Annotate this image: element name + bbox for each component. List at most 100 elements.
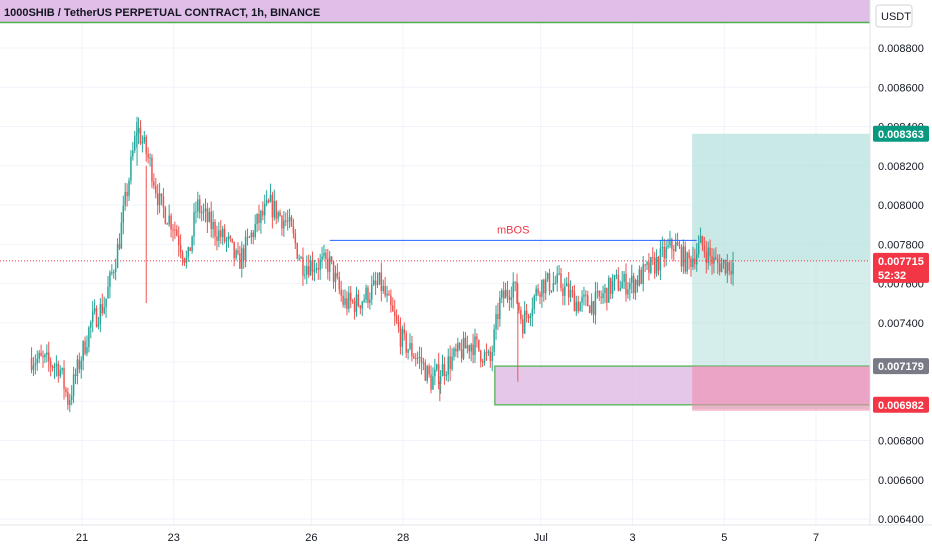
currency-button[interactable]: USDT [875,4,913,28]
candle-body [592,301,595,315]
candle-body [231,238,233,242]
candle-body [101,303,104,314]
candle-body [63,368,65,389]
candle-body [481,361,484,363]
candle-body [246,236,249,238]
candle-body [348,292,350,309]
candle-body [118,244,121,249]
candle-body [657,256,660,271]
candle-body [565,283,568,287]
candle-body [279,212,281,217]
candle-body [290,217,293,227]
candle-body [277,212,279,219]
candle-body [298,258,300,260]
candle-body [286,221,289,223]
candle-body [195,211,197,213]
candle-body [162,196,165,208]
candle-body [30,358,33,370]
zone-top-price-tag-text: 0.007179 [878,361,924,373]
candle-body [78,359,81,370]
candle-body [191,236,193,252]
candle-body [403,329,406,334]
candle-body [623,273,625,282]
candle-body [405,333,407,353]
candle-body [111,272,113,274]
candle-body [436,364,438,370]
time-axis[interactable]: 21 23 26 28 Jul 3 5 7 [0,524,932,550]
time-tick-label: 26 [305,532,317,544]
candle-body [457,343,459,352]
candle-body [523,310,526,334]
candle-body [510,297,513,300]
candle-body [365,287,367,300]
candle-body [508,296,511,300]
candle-body [378,272,381,284]
candle-body [174,229,176,231]
candle-body [393,311,396,316]
candle-body [529,316,532,319]
candle-body [520,310,522,320]
candle-body [411,343,413,357]
candle-body [248,236,251,238]
candle-body [390,295,392,306]
candle-body [149,157,151,159]
candle-body [562,288,564,296]
candle-body [596,291,599,293]
candle-body [558,273,560,275]
candle-body [665,247,667,259]
candle-body [690,258,692,267]
candle-body [336,272,339,278]
candle-body [254,224,256,238]
candle-body [587,295,589,307]
candle-body [455,348,457,352]
candle-body [594,292,597,315]
candle-body [338,277,341,290]
candle-body [40,352,42,356]
candle-body [198,199,201,213]
candle-body [179,245,182,253]
price-tick-label: 0.006800 [878,436,924,448]
candle-body [642,264,644,284]
candle-body [143,136,146,142]
candle-body [86,347,88,354]
candle-body [353,301,356,313]
candle-body [42,355,44,358]
candle-body [200,212,203,214]
candle-body [233,241,235,259]
candle-body [602,293,604,299]
candle-body [728,262,730,271]
candle-body [464,337,467,349]
candle-body [655,256,658,274]
annotation-lines: mBOS [0,224,870,262]
candle-body [369,299,371,303]
candle-body [256,213,258,225]
candle-body [193,212,195,237]
candle-body [91,311,94,322]
candle-body [422,362,425,364]
candle-body [244,236,247,261]
zone-bottom-price-tag-text: 0.006982 [878,400,924,412]
candle-body [130,156,132,181]
candle-body [223,228,226,242]
candle-body [84,341,86,354]
candle-body [430,374,432,390]
candle-body [325,252,327,259]
candle-body [694,258,696,265]
candle-body [221,228,224,238]
price-tick-label: 0.006400 [878,514,924,526]
candle-body [242,248,245,261]
candle-body [476,336,478,340]
candle-body [386,293,388,296]
candle-body [497,314,499,320]
candle-body [460,349,463,359]
price-axis[interactable]: 0.0064000.0066000.0068000.0070000.007200… [869,0,932,550]
candle-body [206,208,209,222]
price-tick-label: 0.007400 [878,318,924,330]
candle-body [590,301,593,313]
candle-body [489,351,492,361]
candle-body [564,286,566,296]
current-price-tag-text: 0.007715 [878,256,924,268]
candle-body [726,262,729,274]
candle-body [372,280,375,285]
